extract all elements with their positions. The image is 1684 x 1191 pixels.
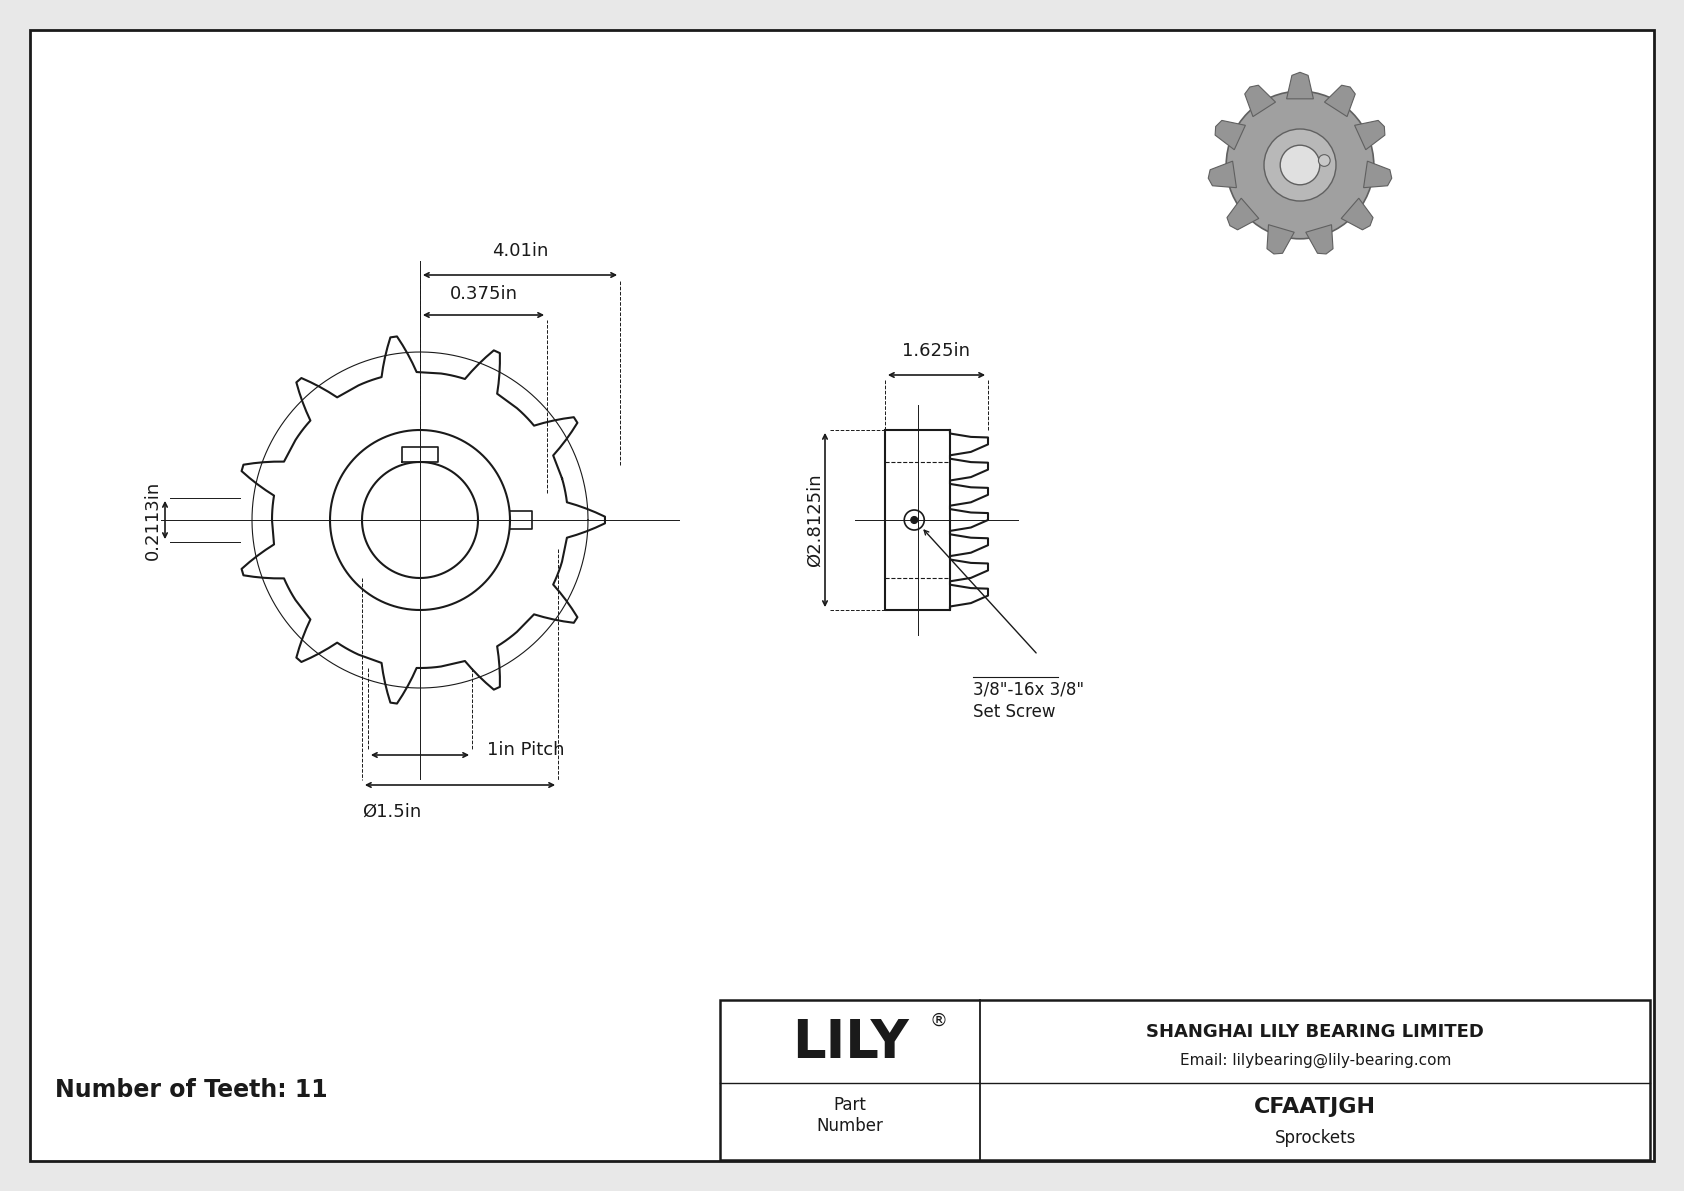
Text: SHANGHAI LILY BEARING LIMITED: SHANGHAI LILY BEARING LIMITED bbox=[1147, 1023, 1484, 1041]
Circle shape bbox=[1319, 155, 1330, 167]
Text: Set Screw: Set Screw bbox=[973, 703, 1056, 721]
Text: Ø2.8125in: Ø2.8125in bbox=[807, 473, 823, 567]
Text: CFAATJGH: CFAATJGH bbox=[1255, 1097, 1376, 1117]
Polygon shape bbox=[1325, 86, 1356, 117]
Text: Part
Number: Part Number bbox=[817, 1096, 884, 1135]
Text: 0.2113in: 0.2113in bbox=[145, 480, 162, 560]
Text: Number of Teeth: 11: Number of Teeth: 11 bbox=[56, 1078, 328, 1102]
Text: 0.375in: 0.375in bbox=[450, 285, 517, 303]
Text: 3/8"-16x 3/8": 3/8"-16x 3/8" bbox=[973, 681, 1084, 699]
Polygon shape bbox=[1354, 120, 1384, 150]
Circle shape bbox=[1226, 92, 1374, 239]
Circle shape bbox=[1265, 129, 1335, 201]
Text: 1in Pitch: 1in Pitch bbox=[487, 741, 564, 759]
Text: ®: ® bbox=[930, 1012, 946, 1030]
Polygon shape bbox=[1287, 73, 1314, 99]
Text: Sprockets: Sprockets bbox=[1275, 1129, 1356, 1147]
Text: Ø1.5in: Ø1.5in bbox=[362, 803, 421, 821]
Text: Email: lilybearing@lily-bearing.com: Email: lilybearing@lily-bearing.com bbox=[1179, 1053, 1452, 1068]
Polygon shape bbox=[1244, 86, 1275, 117]
Polygon shape bbox=[1364, 161, 1391, 188]
Polygon shape bbox=[1228, 198, 1258, 230]
Polygon shape bbox=[1340, 198, 1372, 230]
Polygon shape bbox=[1266, 225, 1295, 254]
Text: LILY: LILY bbox=[791, 1017, 909, 1070]
Text: 4.01in: 4.01in bbox=[492, 242, 549, 260]
Text: 1.625in: 1.625in bbox=[903, 342, 970, 360]
Polygon shape bbox=[1305, 225, 1334, 254]
Polygon shape bbox=[1207, 161, 1236, 188]
Polygon shape bbox=[1216, 120, 1246, 150]
Circle shape bbox=[911, 517, 918, 524]
Circle shape bbox=[1280, 145, 1320, 185]
Bar bbox=[721, 1000, 1650, 1160]
